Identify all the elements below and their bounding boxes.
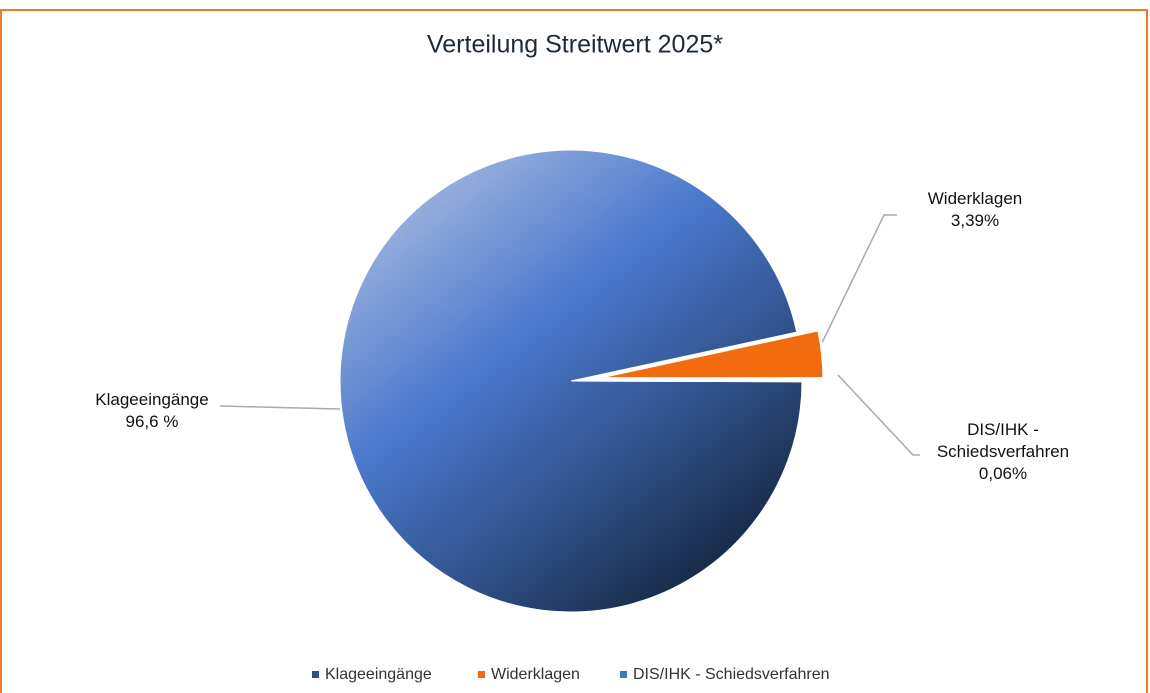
leader-line bbox=[219, 405, 341, 410]
chart-title: Verteilung Streitwert 2025* bbox=[427, 31, 723, 59]
legend-label: Klageeingänge bbox=[325, 666, 432, 683]
data-label-value: 0,06% bbox=[978, 464, 1028, 483]
legend-marker bbox=[312, 671, 319, 678]
legend-marker bbox=[478, 671, 485, 678]
pie-slice bbox=[570, 380, 803, 383]
data-label-value: 3,39% bbox=[950, 211, 1000, 230]
frame bbox=[0, 9, 1148, 693]
data-label-name: DIS/IHK - Schiedsverfahren bbox=[936, 420, 1070, 461]
data-label: DIS/IHK - Schiedsverfahren 0,06% bbox=[928, 419, 1078, 485]
legend-marker bbox=[620, 671, 627, 678]
pie-slice bbox=[592, 328, 826, 381]
data-label-name: Widerklagen bbox=[927, 189, 1023, 208]
data-label-name: Klageeingänge bbox=[95, 390, 209, 409]
leader-line bbox=[837, 374, 920, 456]
legend-label: DIS/IHK - Schiedsverfahren bbox=[633, 666, 830, 683]
leader-line bbox=[819, 214, 897, 348]
data-label: Klageeingänge 96,6 % bbox=[95, 389, 208, 433]
data-label-value: 96,6 % bbox=[125, 412, 179, 431]
data-label: Widerklagen 3,39% bbox=[928, 188, 1023, 232]
legend-label: Widerklagen bbox=[491, 666, 580, 683]
